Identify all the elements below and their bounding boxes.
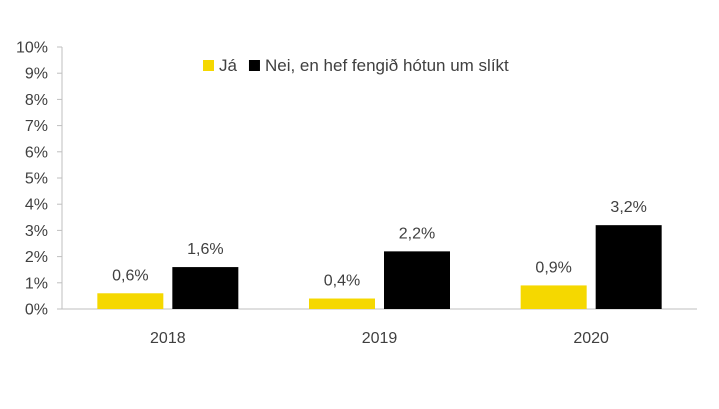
bar bbox=[384, 251, 450, 309]
x-axis: 2018 2019 2020 bbox=[62, 308, 697, 347]
bar bbox=[97, 293, 164, 309]
bar bbox=[520, 285, 587, 309]
legend-swatch bbox=[203, 60, 214, 71]
y-tick-label: 7% bbox=[25, 118, 48, 135]
data-label: 1,6% bbox=[187, 241, 223, 258]
data-label: 0,9% bbox=[535, 259, 571, 276]
y-axis: 0% 1% 2% 3% 4% 5% 6% 7% 8% 9% 10% bbox=[16, 40, 63, 319]
legend-label: Nei, en hef fengið hótun um slíkt bbox=[265, 56, 509, 75]
bar bbox=[309, 298, 375, 309]
y-tick-label: 0% bbox=[25, 302, 48, 319]
bar-group: 0,6% 1,6% 0,4% 2,2% 0,9% 3,2% bbox=[97, 199, 662, 309]
bar bbox=[172, 267, 239, 309]
x-tick-label: 2020 bbox=[573, 330, 609, 347]
legend: Já Nei, en hef fengið hótun um slíkt bbox=[203, 56, 509, 75]
y-tick-label: 1% bbox=[25, 275, 48, 292]
y-tick-label: 8% bbox=[25, 92, 48, 109]
legend-label: Já bbox=[219, 56, 238, 75]
legend-swatch bbox=[248, 60, 260, 71]
y-tick-label: 10% bbox=[16, 40, 48, 57]
y-tick-label: 3% bbox=[25, 223, 48, 240]
data-label: 2,2% bbox=[399, 225, 435, 242]
y-tick-label: 9% bbox=[25, 66, 48, 83]
y-tick-label: 5% bbox=[25, 171, 48, 188]
y-tick-label: 4% bbox=[25, 197, 48, 214]
data-label: 3,2% bbox=[610, 199, 646, 216]
y-tick-label: 6% bbox=[25, 144, 48, 161]
data-label: 0,4% bbox=[324, 273, 360, 290]
bar bbox=[595, 225, 662, 309]
y-tick-label: 2% bbox=[25, 249, 48, 266]
data-label: 0,6% bbox=[112, 267, 148, 284]
x-tick-label: 2018 bbox=[150, 330, 186, 347]
x-tick-label: 2019 bbox=[362, 330, 398, 347]
